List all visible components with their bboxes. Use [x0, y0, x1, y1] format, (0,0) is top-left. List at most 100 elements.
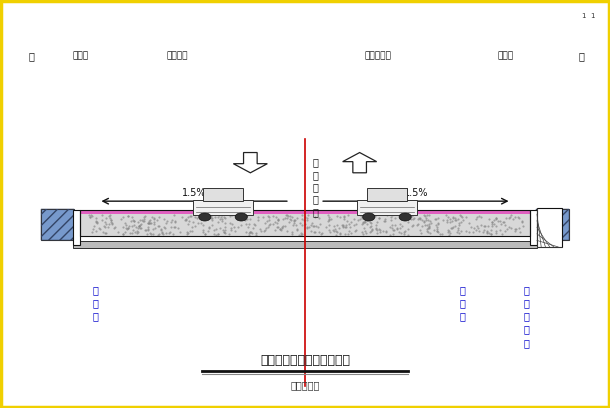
Point [360, 219, 370, 226]
Point [148, 214, 157, 221]
Point [345, 224, 355, 230]
Point [245, 228, 255, 235]
Point [86, 212, 96, 219]
Text: 1.5%: 1.5% [404, 188, 428, 198]
Point [437, 231, 447, 238]
Point [464, 228, 473, 235]
Point [203, 228, 213, 234]
Point [390, 215, 400, 221]
Point [296, 231, 306, 238]
Point [407, 222, 417, 229]
Point [418, 222, 428, 229]
Point [145, 220, 154, 226]
Point [240, 217, 249, 223]
Circle shape [235, 213, 247, 221]
Point [487, 223, 497, 229]
Point [149, 231, 159, 237]
Point [511, 226, 520, 232]
Point [95, 226, 105, 232]
Point [508, 216, 518, 222]
Point [444, 231, 454, 238]
Point [187, 228, 196, 235]
Point [249, 221, 259, 228]
Point [217, 216, 227, 222]
Point [370, 213, 379, 220]
Point [388, 231, 398, 237]
Point [103, 224, 113, 230]
Point [192, 215, 202, 221]
Point [132, 230, 142, 236]
Point [469, 225, 479, 231]
Point [419, 217, 429, 224]
Point [332, 222, 342, 228]
Point [432, 224, 442, 230]
Point [355, 215, 365, 222]
Point [278, 225, 287, 232]
Point [298, 231, 307, 237]
Point [107, 217, 117, 224]
Point [264, 214, 273, 221]
Point [443, 229, 453, 235]
Point [271, 214, 281, 220]
Point [478, 228, 488, 235]
Point [289, 216, 298, 223]
Point [357, 221, 367, 228]
Point [365, 223, 375, 229]
Point [468, 229, 478, 235]
Point [442, 219, 452, 225]
Point [88, 226, 98, 233]
Point [464, 220, 474, 226]
Point [143, 231, 152, 237]
Point [346, 218, 356, 225]
Point [365, 224, 375, 230]
Point [101, 230, 110, 236]
Point [203, 215, 213, 221]
Point [487, 219, 497, 226]
Point [426, 218, 436, 225]
Point [423, 229, 433, 235]
Point [518, 222, 528, 229]
Point [280, 223, 290, 229]
Point [431, 221, 440, 228]
Circle shape [363, 213, 375, 221]
Point [396, 230, 406, 236]
Point [435, 231, 445, 237]
Point [302, 217, 312, 223]
Point [379, 217, 389, 224]
Point [338, 223, 348, 229]
Point [395, 225, 405, 231]
Point [201, 216, 210, 222]
Point [446, 225, 456, 231]
Text: 雨
水
口: 雨 水 口 [460, 285, 466, 322]
Point [356, 213, 365, 219]
Point [301, 214, 310, 220]
Point [101, 224, 110, 230]
Point [385, 231, 395, 238]
Point [353, 217, 362, 224]
Point [490, 230, 500, 236]
Point [134, 223, 143, 230]
Point [301, 221, 310, 227]
Point [204, 225, 214, 231]
Text: 1.5%: 1.5% [182, 188, 206, 198]
Point [181, 216, 190, 223]
Point [338, 224, 348, 231]
Point [265, 217, 274, 223]
Point [285, 213, 295, 220]
Point [432, 228, 442, 235]
Point [258, 214, 268, 221]
Point [433, 220, 443, 226]
Point [456, 213, 466, 219]
Point [161, 220, 171, 226]
Point [443, 214, 453, 220]
Point [453, 228, 462, 235]
Point [341, 223, 351, 230]
Point [166, 218, 176, 225]
Point [359, 219, 368, 226]
Point [87, 213, 96, 220]
Point [359, 219, 368, 225]
Point [132, 224, 142, 230]
Point [400, 231, 409, 237]
Point [382, 212, 392, 218]
Point [302, 225, 312, 232]
